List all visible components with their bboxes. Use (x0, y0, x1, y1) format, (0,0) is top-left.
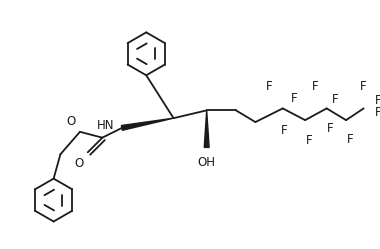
Text: F: F (266, 80, 273, 93)
Text: O: O (67, 115, 76, 128)
Text: F: F (312, 80, 319, 93)
Text: F: F (375, 94, 380, 107)
Text: F: F (332, 93, 338, 107)
Text: F: F (306, 134, 312, 147)
Text: O: O (74, 157, 84, 170)
Text: F: F (375, 106, 380, 119)
Text: F: F (360, 80, 367, 93)
Text: OH: OH (198, 156, 216, 169)
Text: F: F (281, 124, 288, 137)
Polygon shape (122, 118, 174, 130)
Text: F: F (291, 92, 298, 105)
Text: F: F (347, 133, 353, 146)
Text: HN: HN (97, 120, 114, 132)
Polygon shape (204, 110, 209, 147)
Text: F: F (327, 122, 334, 135)
